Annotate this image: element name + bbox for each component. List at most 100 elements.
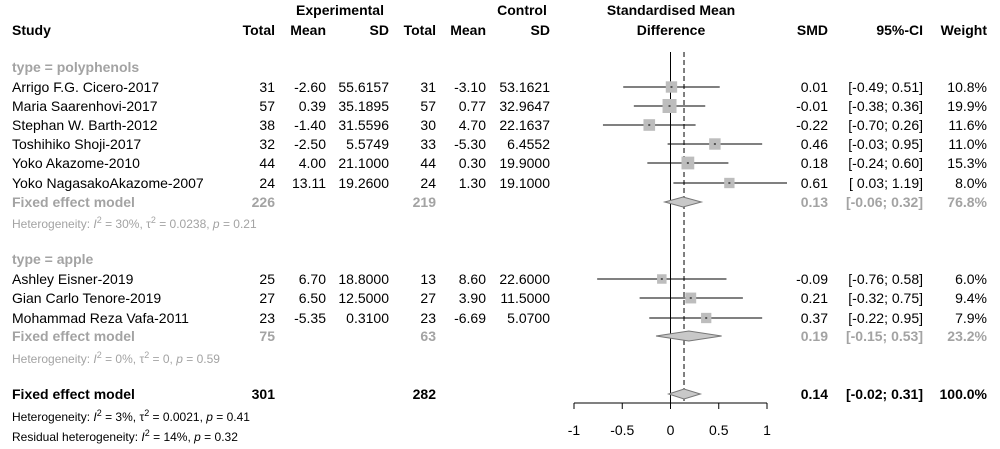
study-total-exp: 44	[259, 155, 275, 171]
study-ci: [-0.70; 0.26]	[848, 117, 923, 133]
study-sd-ctl: 32.9647	[499, 98, 550, 114]
study-weight: 8.0%	[955, 175, 987, 191]
study-sd-exp: 55.6157	[338, 79, 389, 95]
header-mean-ctl: Mean	[450, 22, 486, 38]
study-mean-ctl: -3.10	[454, 79, 486, 95]
header-weight: Weight	[940, 22, 987, 38]
study-total-exp: 31	[259, 79, 275, 95]
study-smd: 0.61	[800, 175, 828, 191]
study-total-ctl: 23	[420, 310, 436, 326]
study-point-estimate	[713, 143, 716, 145]
study-mean-ctl: -5.30	[454, 136, 486, 152]
study-smd: -0.01	[796, 98, 828, 114]
subgroup-diamond	[662, 196, 704, 208]
overall-total-exp: 301	[251, 386, 275, 402]
study-mean-exp: -2.50	[294, 136, 326, 152]
study-total-exp: 38	[259, 117, 275, 133]
study-weight: 6.0%	[955, 271, 987, 287]
study-smd: 0.01	[800, 79, 828, 95]
study-name: Toshihiko Shoji-2017	[12, 136, 142, 152]
study-mean-exp: -2.60	[294, 79, 326, 95]
study-total-exp: 23	[259, 310, 275, 326]
study-ci: [ 0.03; 1.19]	[849, 175, 923, 191]
study-point-estimate	[705, 317, 708, 319]
study-weight: 11.0%	[948, 136, 987, 152]
header-sd-exp: SD	[369, 22, 389, 38]
overall-fixed-label: Fixed effect model	[12, 386, 135, 402]
study-sd-exp: 35.1895	[338, 98, 389, 114]
study-mean-ctl: 3.90	[458, 290, 486, 306]
subgroup-label: type = polyphenols	[12, 59, 140, 75]
x-axis-tick-label: 1	[763, 422, 771, 438]
study-point-estimate	[670, 86, 673, 88]
study-sd-ctl: 19.9000	[499, 155, 550, 171]
study-ci: [-0.49; 0.51]	[848, 79, 923, 95]
study-sd-exp: 31.5596	[338, 117, 389, 133]
study-sd-exp: 21.1000	[338, 155, 389, 171]
subgroup-diamond	[655, 330, 722, 342]
study-sd-ctl: 5.0700	[507, 310, 550, 326]
study-sd-ctl: 53.1621	[499, 79, 550, 95]
study-mean-ctl: 8.60	[458, 271, 486, 287]
subgroup-fixed-smd: 0.13	[800, 194, 828, 210]
study-name: Maria Saarenhovi-2017	[12, 98, 158, 114]
study-sd-ctl: 19.1000	[499, 175, 550, 191]
study-sd-exp: 18.8000	[338, 271, 389, 287]
study-sd-exp: 5.5749	[346, 136, 389, 152]
study-total-ctl: 44	[420, 155, 436, 171]
subgroup-fixed-total-exp: 75	[259, 328, 275, 344]
study-name: Ashley Eisner-2019	[12, 271, 134, 287]
study-name: Gian Carlo Tenore-2019	[12, 290, 162, 306]
header-control: Control	[497, 2, 547, 18]
study-mean-ctl: 0.77	[458, 98, 486, 114]
study-point-estimate	[660, 278, 663, 280]
study-sd-exp: 12.5000	[338, 290, 389, 306]
header-ci: 95%-CI	[876, 22, 923, 38]
study-total-exp: 32	[259, 136, 275, 152]
study-mean-exp: 13.11	[292, 175, 326, 191]
study-weight: 19.9%	[947, 98, 987, 114]
subgroup-fixed-weight: 23.2%	[947, 328, 987, 344]
header-experimental: Experimental	[296, 2, 384, 18]
residual-heterogeneity: Residual heterogeneity: I2 = 14%, p = 0.…	[12, 428, 238, 444]
overall-heterogeneity: Heterogeneity: I2 = 3%, τ2 = 0.0021, p =…	[12, 408, 250, 424]
overall-total-ctl: 282	[412, 386, 436, 402]
study-sd-exp: 19.2600	[338, 175, 389, 191]
study-smd: -0.22	[796, 117, 828, 133]
x-axis-tick-label: -1	[568, 422, 581, 438]
subgroup-fixed-total-ctl: 219	[412, 194, 436, 210]
study-ci: [-0.38; 0.36]	[848, 98, 923, 114]
study-sd-ctl: 22.1637	[499, 117, 550, 133]
study-ci: [-0.22; 0.95]	[848, 310, 923, 326]
study-sd-ctl: 22.6000	[499, 271, 550, 287]
subgroup-fixed-total-exp: 226	[251, 194, 275, 210]
study-mean-exp: 6.50	[298, 290, 326, 306]
overall-weight: 100.0%	[939, 386, 987, 402]
subgroup-fixed-weight: 76.8%	[947, 194, 987, 210]
study-ci: [-0.76; 0.58]	[848, 271, 923, 287]
study-smd: 0.37	[800, 310, 828, 326]
study-name: Yoko Akazome-2010	[12, 155, 140, 171]
study-smd: -0.09	[796, 271, 828, 287]
study-mean-ctl: 0.30	[458, 155, 486, 171]
study-mean-exp: -5.35	[294, 310, 326, 326]
subgroup-fixed-smd: 0.19	[800, 328, 828, 344]
study-total-exp: 24	[259, 175, 275, 191]
x-axis-tick-label: 0	[667, 422, 675, 438]
study-smd: 0.18	[800, 155, 828, 171]
study-weight: 9.4%	[955, 290, 987, 306]
subgroup-heterogeneity: Heterogeneity: I2 = 30%, τ2 = 0.0238, p …	[12, 215, 257, 231]
study-weight: 15.3%	[947, 155, 987, 171]
study-point-estimate	[689, 297, 692, 299]
study-weight: 11.6%	[948, 117, 987, 133]
subgroup-fixed-ci: [-0.06; 0.32]	[845, 194, 923, 210]
study-mean-ctl: 1.30	[458, 175, 486, 191]
study-sd-exp: 0.3100	[346, 310, 389, 326]
study-mean-exp: -1.40	[294, 117, 326, 133]
header-smd: SMD	[796, 22, 828, 38]
study-total-exp: 27	[259, 290, 275, 306]
study-sd-ctl: 11.5000	[500, 290, 550, 306]
study-mean-exp: 4.00	[298, 155, 326, 171]
overall-ci: [-0.02; 0.31]	[845, 386, 923, 402]
header-mean-exp: Mean	[290, 22, 326, 38]
